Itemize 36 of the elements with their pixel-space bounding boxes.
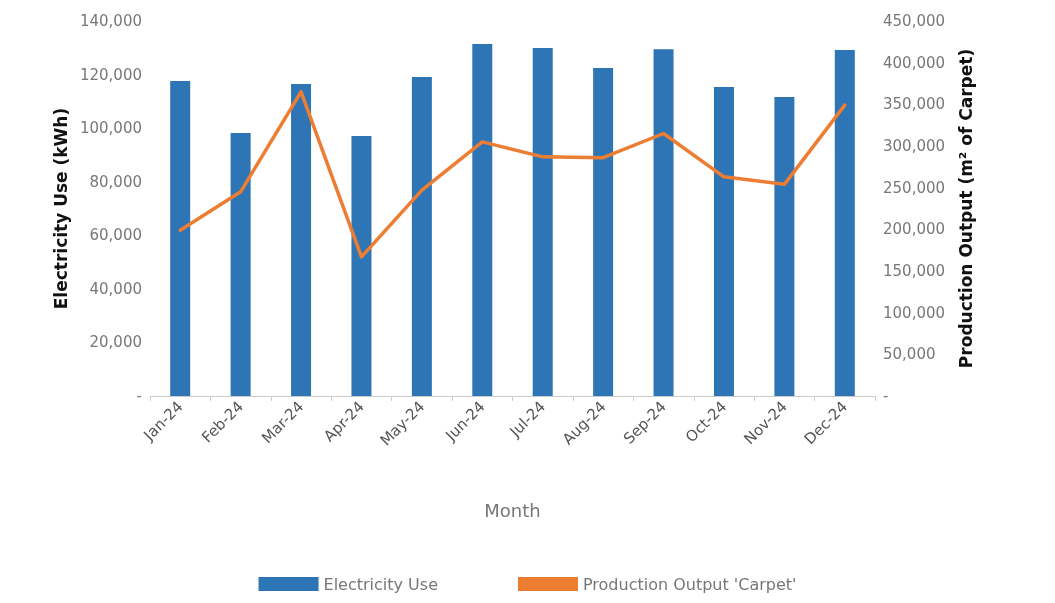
bar xyxy=(472,44,493,396)
bar xyxy=(351,135,372,396)
legend-label: Electricity Use xyxy=(323,574,438,594)
y-axis-title: Electricity Use (kWh) xyxy=(50,107,71,310)
y2-tick-label: 250,000 xyxy=(883,178,946,197)
bar xyxy=(411,76,432,396)
bar xyxy=(532,48,553,396)
y2-tick-label: 50,000 xyxy=(883,345,936,364)
y2-tick-label: - xyxy=(883,387,889,405)
y2-tick-label: 100,000 xyxy=(883,303,946,322)
y-tick-label: 60,000 xyxy=(89,226,142,245)
bar xyxy=(834,49,855,396)
y2-tick-label: 300,000 xyxy=(883,137,946,155)
x-axis-title: Month xyxy=(484,499,541,521)
bar xyxy=(170,81,191,396)
y-tick-label: 20,000 xyxy=(89,333,142,352)
bar xyxy=(230,132,251,396)
y-tick-label: 140,000 xyxy=(79,12,142,30)
y-tick-label: - xyxy=(136,387,142,405)
bar xyxy=(713,86,734,396)
y-tick-label: 100,000 xyxy=(79,119,142,138)
y2-tick-label: 400,000 xyxy=(883,53,946,72)
y-tick-label: 80,000 xyxy=(89,172,142,191)
y-tick-label: 40,000 xyxy=(89,279,142,298)
y2-tick-label: 350,000 xyxy=(883,95,946,114)
line-series xyxy=(178,90,847,259)
bar xyxy=(653,49,674,396)
bar xyxy=(593,67,614,396)
y2-tick-label: 200,000 xyxy=(883,220,946,239)
y-tick-label: 120,000 xyxy=(79,65,142,84)
y2-tick-label: 150,000 xyxy=(883,262,946,280)
bar xyxy=(291,83,312,396)
legend-label: Production Output 'Carpet' xyxy=(582,574,797,594)
y2-axis-title: Production Output (m² of Carpet) xyxy=(955,48,976,369)
y2-tick-label: 450,000 xyxy=(883,12,946,30)
bar xyxy=(774,97,795,396)
